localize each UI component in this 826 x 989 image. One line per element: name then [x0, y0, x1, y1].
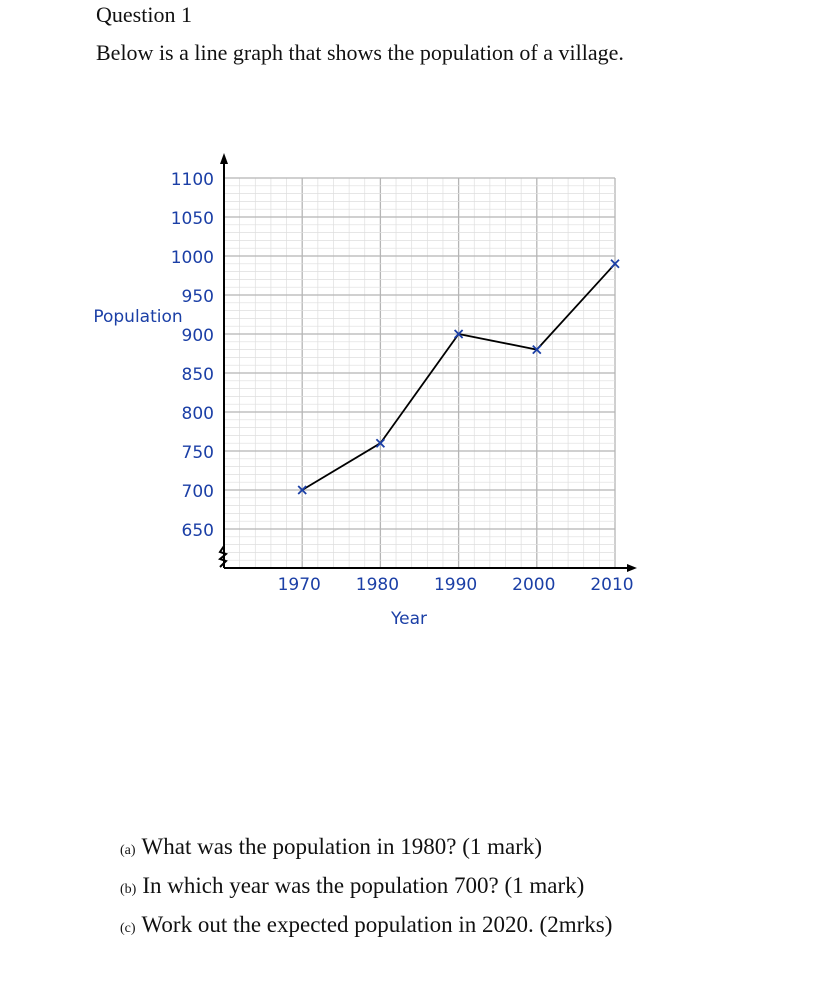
data-point-marker: [453, 329, 464, 339]
marker-stroke: [610, 259, 620, 269]
x-tick-label: 1980: [356, 575, 399, 595]
part-text: In which year was the population 700? (1…: [142, 873, 585, 898]
data-point-marker: [375, 438, 386, 448]
question-intro: Below is a line graph that shows the pop…: [96, 40, 624, 65]
data-point-marker: [532, 344, 542, 355]
question-parts: (a) What was the population in 1980? (1 m…: [120, 834, 612, 951]
x-axis-label: Year: [390, 609, 427, 629]
marker-stroke: [532, 344, 542, 355]
y-tick-label: 750: [182, 443, 214, 463]
y-tick-labels: 650 700 750 800 850 900 950 1000 1050 1100: [171, 170, 214, 541]
x-tick-label: 1970: [278, 575, 321, 595]
y-tick-label: 700: [182, 482, 214, 502]
y-tick-label: 850: [182, 365, 214, 385]
chart-grid: [223, 177, 616, 569]
x-tick-label: 2010: [590, 575, 633, 595]
data-point-marker: [297, 485, 307, 495]
x-tick-label: 1990: [434, 575, 477, 595]
y-axis-arrow: [220, 153, 228, 164]
y-tick-label: 800: [182, 404, 214, 424]
x-axis-arrow: [627, 564, 637, 572]
question-part-b: (b) In which year was the population 700?…: [120, 873, 612, 912]
y-tick-label: 950: [182, 287, 214, 307]
part-text: Work out the expected population in 2020…: [141, 912, 613, 937]
part-letter: (c): [120, 921, 136, 936]
part-letter: (a): [120, 843, 136, 858]
question-heading: Question 1: [96, 2, 192, 27]
question-part-c: (c) Work out the expected population in 2…: [120, 912, 612, 951]
x-tick-label: 2000: [512, 575, 555, 595]
y-tick-label: 1000: [171, 248, 214, 268]
marker-stroke: [375, 438, 386, 448]
question-part-a: (a) What was the population in 1980? (1 m…: [120, 834, 612, 873]
x-tick-labels: 1970 1980 1990 2000 2010: [278, 575, 634, 595]
population-series: [297, 259, 620, 495]
part-text: What was the population in 1980? (1 mark…: [141, 834, 543, 859]
chart-axes: [217, 153, 637, 572]
y-tick-label: 1100: [171, 170, 214, 190]
y-tick-label: 1050: [171, 209, 214, 229]
y-tick-label: 900: [182, 326, 214, 346]
marker-stroke: [297, 485, 307, 495]
part-letter: (b): [120, 882, 137, 897]
y-axis-break: [217, 545, 229, 568]
y-axis-label: Population: [93, 307, 182, 327]
data-point-marker: [610, 259, 620, 269]
marker-stroke: [453, 329, 464, 339]
y-tick-label: 650: [182, 521, 214, 541]
